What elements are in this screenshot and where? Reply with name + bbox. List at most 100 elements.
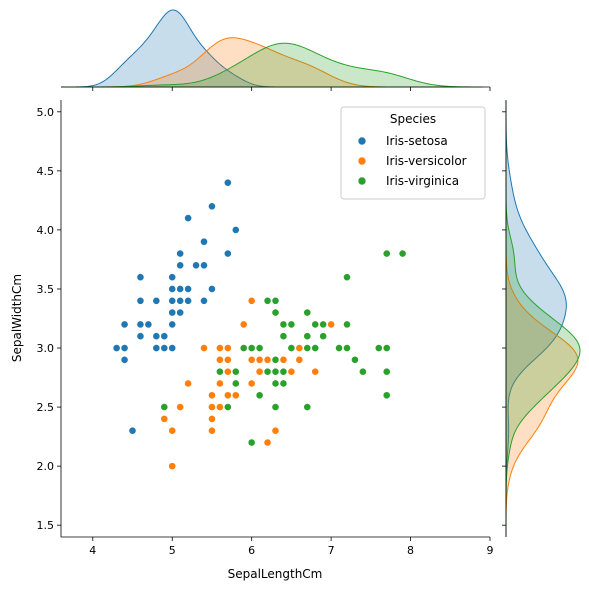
x-axis-ticks: 4 5 6 7 8 9 [89,537,494,557]
y-tick-label: 2.0 [37,460,55,473]
scatter-point [120,344,129,352]
scatter-point [287,320,296,329]
scatter-point [247,438,256,447]
y-tick-label: 3.5 [37,283,55,296]
scatter-point [208,403,216,411]
scatter-point [136,296,145,305]
legend-marker [357,136,367,146]
scatter-point [295,344,304,352]
y-tick-label: 2.5 [37,401,55,414]
scatter-point [215,367,224,376]
scatter-point [255,367,264,376]
scatter-point [152,332,161,341]
scatter-point [263,367,272,376]
scatter-point [160,332,169,341]
right-kde-curve [505,101,567,537]
scatter-point [271,308,280,317]
top-kde-curve [61,42,483,88]
scatter-point [231,379,240,388]
scatter-point [287,344,296,352]
scatter-point [223,391,232,400]
scatter-point [279,332,288,341]
y-axis-ticks: 1.5 2.0 2.5 3.0 3.5 4.0 4.5 5.0 [37,106,61,532]
scatter-point [176,249,185,258]
scatter-point [263,355,272,364]
scatter-point [168,308,177,317]
scatter-point [152,296,161,305]
scatter-point [255,344,264,352]
x-tick-label: 7 [328,544,335,557]
scatter-point [271,403,280,411]
scatter-point [271,296,280,305]
right-marginal-kde [502,100,581,537]
scatter-point [231,226,240,234]
scatter-point [239,344,248,352]
scatter-points [112,178,407,471]
scatter-point [200,296,208,305]
legend-items: Iris-setosa Iris-versicolor Iris-virginica [357,134,467,188]
scatter-point [112,344,121,352]
scatter-point [311,320,320,329]
scatter-point [335,344,343,352]
scatter-point [247,296,256,305]
scatter-point [136,332,145,341]
legend: Species Iris-setosa Iris-versicolor Iris-v… [340,106,486,200]
scatter-point [263,296,272,305]
scatter-point [247,344,256,352]
scatter-point [136,273,145,282]
scatter-point [263,438,272,447]
scatter-point [176,403,185,411]
scatter-point [223,367,232,376]
scatter-point [343,273,351,282]
y-tick-label: 4.5 [37,165,55,178]
legend-frame [340,106,486,200]
x-axis-label: SepalLengthCm [228,567,323,581]
scatter-point [223,344,232,352]
scatter-point [168,344,177,352]
scatter-point [351,355,359,364]
scatter-point [343,344,351,352]
scatter-point [176,261,185,270]
scatter-point [200,237,208,246]
scatter-point [255,391,264,400]
scatter-point [382,391,391,400]
x-tick-label: 8 [407,544,414,557]
x-tick-label: 5 [169,544,176,557]
scatter-point [208,285,216,293]
scatter-point [287,367,296,376]
scatter-point [215,403,224,411]
legend-label: Iris-versicolor [386,154,467,168]
scatter-point [303,332,312,341]
scatter-point [208,391,216,400]
scatter-point [279,320,288,329]
scatter-point [136,320,145,329]
scatter-point [311,344,320,352]
scatter-point [160,414,169,423]
scatter-point [327,320,336,329]
scatter-point [382,249,391,258]
y-axis-label: SepalWidthCm [10,274,24,362]
legend-label: Iris-virginica [386,174,459,188]
scatter-point [208,414,216,423]
scatter-point [255,355,264,364]
scatter-axes: 4 5 6 7 8 9 1.5 2.0 2.5 3.0 3.5 4.0 4.5 5.0 SepalLen… [10,100,494,581]
scatter-point [223,403,232,411]
scatter-point [168,273,177,282]
scatter-point [160,403,169,411]
scatter-point [200,344,208,352]
scatter-point [279,379,288,388]
scatter-point [184,379,193,388]
y-tick-label: 3.0 [37,342,55,355]
scatter-point [200,261,208,270]
scatter-point [176,296,185,305]
scatter-point [184,214,193,223]
scatter-point [271,355,280,364]
scatter-point [192,261,200,270]
y-tick-label: 5.0 [37,106,55,119]
scatter-point [295,355,304,364]
scatter-point [231,391,240,400]
scatter-point [168,320,177,329]
scatter-point [303,344,312,352]
scatter-point [120,320,129,329]
